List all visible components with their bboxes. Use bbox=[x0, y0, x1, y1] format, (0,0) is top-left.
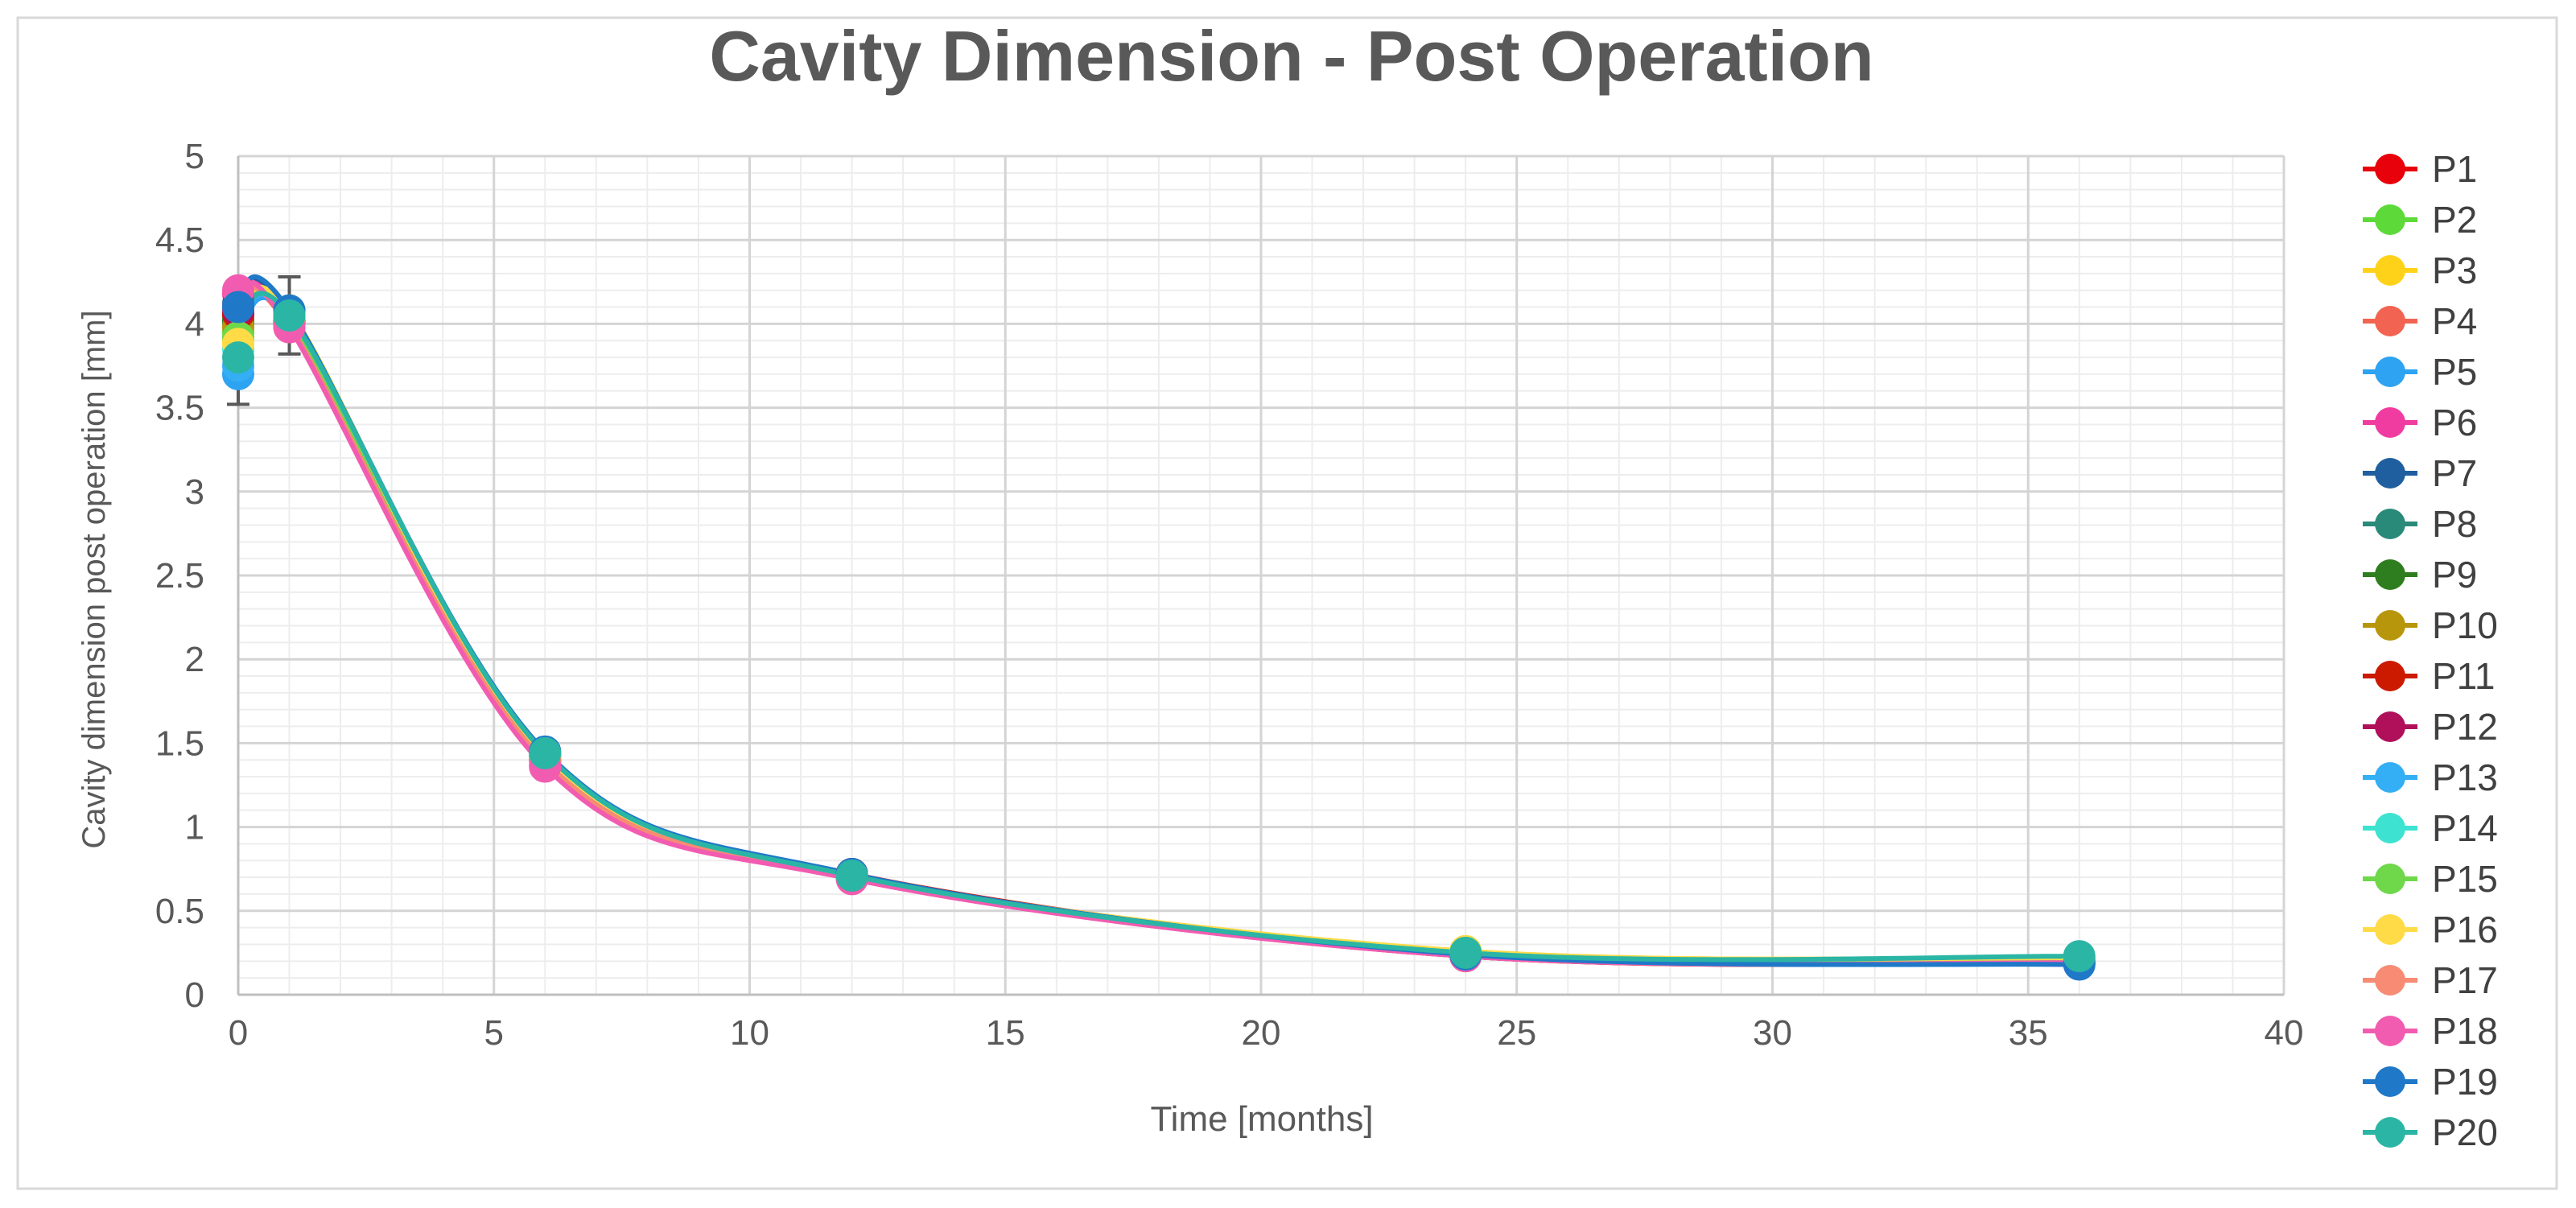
legend-label-p16: P16 bbox=[2432, 909, 2498, 950]
x-tick-label: 0 bbox=[229, 1013, 248, 1053]
data-point-p20 bbox=[2063, 940, 2096, 973]
legend-marker-p2 bbox=[2375, 204, 2405, 235]
legend-marker-p11 bbox=[2375, 661, 2405, 691]
data-point-p19 bbox=[222, 291, 254, 324]
y-tick-label: 2.5 bbox=[155, 556, 204, 596]
x-tick-label: 10 bbox=[730, 1013, 769, 1053]
legend-marker-p19 bbox=[2375, 1066, 2405, 1097]
y-tick-label: 0 bbox=[185, 975, 204, 1015]
x-tick-label: 5 bbox=[484, 1013, 504, 1053]
legend-marker-p7 bbox=[2375, 458, 2405, 489]
y-tick-label: 1 bbox=[185, 808, 204, 847]
legend-label-p12: P12 bbox=[2432, 706, 2498, 748]
legend-label-p15: P15 bbox=[2432, 858, 2498, 900]
legend-label-p10: P10 bbox=[2432, 604, 2498, 646]
legend-marker-p10 bbox=[2375, 610, 2405, 641]
legend-label-p11: P11 bbox=[2432, 655, 2495, 697]
legend-label-p9: P9 bbox=[2432, 554, 2477, 596]
data-point-p20 bbox=[529, 736, 562, 769]
legend-marker-p12 bbox=[2375, 711, 2405, 742]
legend-label-p17: P17 bbox=[2432, 959, 2498, 1001]
legend-label-p18: P18 bbox=[2432, 1010, 2498, 1052]
legend-marker-p13 bbox=[2375, 762, 2405, 793]
legend-marker-p9 bbox=[2375, 559, 2405, 590]
data-point-p20 bbox=[273, 299, 306, 332]
legend-marker-p17 bbox=[2375, 965, 2405, 996]
legend-label-p13: P13 bbox=[2432, 757, 2498, 798]
legend-marker-p1 bbox=[2375, 154, 2405, 184]
y-tick-label: 1.5 bbox=[155, 724, 204, 763]
data-point-p20 bbox=[222, 341, 254, 374]
x-tick-label: 25 bbox=[1497, 1013, 1536, 1053]
legend-label-p2: P2 bbox=[2432, 199, 2477, 241]
x-axis-label: Time [months] bbox=[1150, 1099, 1373, 1139]
legend: P1 P2 P3 P4 P5 P6 P7 P8 P9 P10 P11 P12 P13 P14 P15 P16 P… bbox=[2363, 148, 2498, 1153]
legend-marker-p5 bbox=[2375, 357, 2405, 387]
legend-marker-p8 bbox=[2375, 509, 2405, 539]
chart-border bbox=[16, 16, 2558, 1190]
series-lines bbox=[236, 274, 2082, 967]
legend-label-p19: P19 bbox=[2432, 1061, 2498, 1103]
x-tick-label: 35 bbox=[2009, 1013, 2048, 1053]
data-point-p20 bbox=[1449, 936, 1482, 969]
chart-title: Cavity Dimension - Post Operation bbox=[709, 16, 1873, 96]
legend-marker-p15 bbox=[2375, 864, 2405, 894]
data-markers bbox=[222, 274, 2096, 981]
legend-label-p4: P4 bbox=[2432, 300, 2477, 342]
legend-label-p6: P6 bbox=[2432, 402, 2477, 443]
y-tick-label: 5 bbox=[185, 137, 204, 176]
x-tick-label: 40 bbox=[2265, 1013, 2304, 1053]
legend-label-p1: P1 bbox=[2432, 148, 2477, 190]
legend-marker-p6 bbox=[2375, 407, 2405, 438]
data-point-p20 bbox=[835, 860, 868, 893]
legend-marker-p18 bbox=[2375, 1016, 2405, 1046]
x-tick-label: 20 bbox=[1242, 1013, 1281, 1053]
gridlines bbox=[237, 155, 2285, 996]
legend-label-p3: P3 bbox=[2432, 249, 2477, 291]
legend-marker-p14 bbox=[2375, 813, 2405, 843]
y-tick-label: 3.5 bbox=[155, 389, 204, 428]
x-tick-label: 30 bbox=[1753, 1013, 1792, 1053]
axes: 0 5 10 15 20 25 30 35 40 0 0.5 1 1.5 2 2.5 3 3.5 4 4.5 5 bbox=[155, 137, 2304, 1053]
y-tick-label: 2 bbox=[185, 640, 204, 679]
y-axis-label: Cavity dimension post operation [mm] bbox=[76, 310, 112, 848]
y-tick-label: 0.5 bbox=[155, 892, 204, 931]
legend-label-p7: P7 bbox=[2432, 452, 2477, 494]
legend-marker-p20 bbox=[2375, 1117, 2405, 1148]
legend-label-p14: P14 bbox=[2432, 807, 2498, 849]
legend-label-p20: P20 bbox=[2432, 1111, 2498, 1153]
legend-label-p5: P5 bbox=[2432, 351, 2477, 393]
legend-marker-p3 bbox=[2375, 255, 2405, 286]
y-tick-label: 4.5 bbox=[155, 221, 204, 260]
legend-marker-p4 bbox=[2375, 306, 2405, 336]
legend-marker-p16 bbox=[2375, 914, 2405, 945]
series-line-p20 bbox=[236, 291, 2082, 963]
y-tick-label: 3 bbox=[185, 472, 204, 512]
x-tick-label: 15 bbox=[986, 1013, 1025, 1053]
y-tick-label: 4 bbox=[185, 304, 204, 344]
legend-label-p8: P8 bbox=[2432, 503, 2477, 545]
